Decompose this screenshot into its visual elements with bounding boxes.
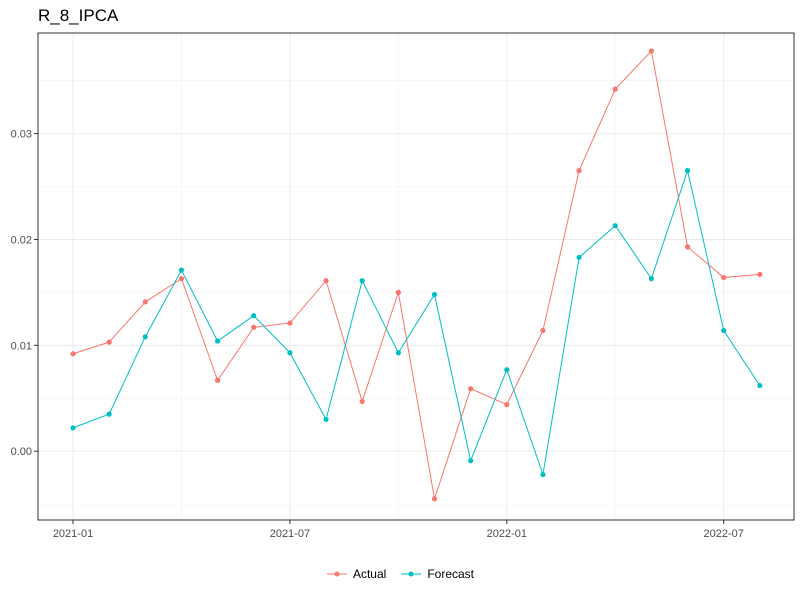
legend-item-actual: Actual — [326, 567, 386, 581]
data-point-actual — [684, 244, 691, 250]
minor-gridlines — [38, 33, 794, 520]
data-point-actual — [431, 496, 438, 502]
data-point-forecast — [757, 382, 763, 389]
y-tick-label: 0.01 — [11, 340, 32, 352]
data-point-forecast — [215, 338, 221, 344]
data-point-forecast — [612, 223, 618, 229]
series-layer — [70, 48, 763, 502]
legend-item-forecast: Forecast — [400, 567, 474, 581]
series-line-forecast — [72, 168, 761, 475]
legend: Actual Forecast — [0, 562, 800, 586]
data-point-forecast — [106, 411, 112, 417]
major-gridlines — [38, 33, 794, 520]
y-axis-tick-labels: 0.00 0.01 0.02 0.03 — [11, 129, 32, 459]
data-point-actual — [395, 289, 401, 295]
data-point-actual — [251, 324, 257, 330]
data-point-forecast — [468, 458, 474, 464]
data-point-forecast — [70, 425, 76, 431]
data-point-actual — [359, 398, 365, 405]
data-point-actual — [106, 339, 112, 345]
x-axis-tick-labels: 2021-01 2021-07 2022-01 2022-07 — [53, 528, 744, 540]
legend-key-forecast — [401, 571, 422, 577]
panel-border — [37, 32, 795, 521]
data-point-actual — [323, 278, 329, 284]
data-point-forecast — [721, 327, 727, 334]
data-point-actual — [540, 327, 546, 334]
legend-label-actual: Actual — [352, 567, 387, 581]
data-point-forecast — [359, 278, 365, 284]
data-point-actual — [287, 320, 293, 326]
data-point-actual — [721, 274, 727, 281]
axis-ticks — [34, 133, 725, 524]
x-tick-label: 2021-07 — [270, 528, 310, 540]
data-point-actual — [612, 86, 618, 92]
legend-label-forecast: Forecast — [427, 567, 475, 581]
data-point-forecast — [648, 276, 655, 282]
data-point-forecast — [684, 168, 691, 174]
x-tick-label: 2022-01 — [487, 528, 527, 540]
series-line-actual — [72, 49, 760, 499]
data-point-actual — [757, 271, 763, 277]
data-point-forecast — [178, 267, 185, 273]
data-point-actual — [70, 351, 76, 357]
y-tick-label: 0.02 — [11, 234, 32, 246]
y-tick-label: 0.00 — [11, 446, 32, 458]
x-tick-label: 2022-07 — [704, 528, 744, 540]
data-point-actual — [648, 48, 655, 54]
data-point-actual — [504, 402, 510, 408]
data-point-forecast — [287, 350, 293, 356]
data-point-forecast — [142, 334, 148, 340]
data-point-forecast — [576, 254, 582, 261]
data-point-actual — [576, 168, 582, 174]
legend-key-actual — [326, 571, 347, 577]
data-point-actual — [178, 276, 185, 282]
x-tick-label: 2021-01 — [53, 528, 93, 540]
data-point-forecast — [395, 350, 401, 356]
data-point-forecast — [323, 416, 329, 423]
data-point-forecast — [431, 291, 438, 298]
chart-title: R_8_IPCA — [38, 6, 119, 25]
data-point-forecast — [251, 313, 257, 319]
data-point-forecast — [540, 471, 546, 478]
data-point-actual — [215, 377, 221, 383]
data-point-forecast — [504, 367, 510, 373]
data-point-actual — [468, 386, 474, 392]
y-tick-label: 0.03 — [11, 129, 32, 141]
data-point-actual — [142, 299, 148, 305]
